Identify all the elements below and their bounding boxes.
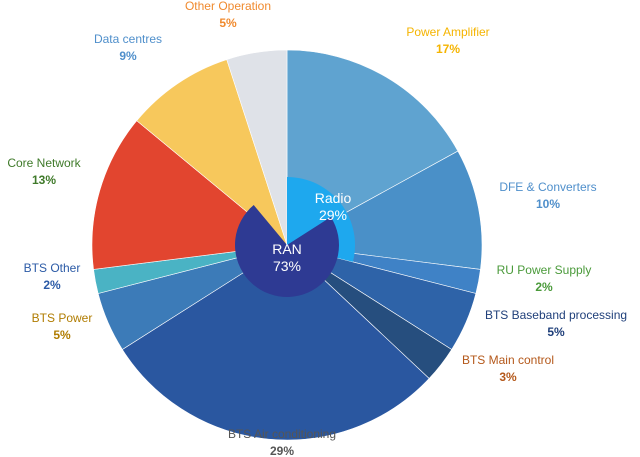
slice-value-text: 5%	[219, 16, 237, 30]
slice-value-text: 2%	[43, 278, 61, 292]
slice-label-text: Power Amplifier	[406, 25, 489, 39]
slice-label-text: BTS Baseband processing	[485, 308, 627, 322]
slice-value-text: 29%	[270, 444, 294, 457]
ring-label-ran-title: RAN	[272, 241, 302, 257]
slice-label-text: BTS Main control	[462, 353, 554, 367]
slice-value-text: 5%	[547, 325, 565, 339]
slice-value-text: 3%	[499, 370, 517, 384]
inner-rings	[235, 177, 355, 298]
slice-label-text: DFE & Converters	[499, 180, 596, 194]
label-ru-power-supply: RU Power Supply 2%	[497, 263, 592, 294]
label-data-centres: Data centres 9%	[94, 32, 162, 63]
ring-labels: Radio 29% RAN 73%	[272, 190, 351, 274]
ring-label-radio: Radio 29%	[315, 190, 352, 223]
slice-other-operation	[226, 49, 288, 246]
slice-value-text: 5%	[53, 328, 71, 342]
slice-label-text: Core Network	[7, 156, 81, 170]
label-power-amplifier: Power Amplifier 17%	[406, 25, 489, 56]
label-dfe-converters: DFE & Converters 10%	[499, 180, 596, 211]
ring-label-radio-value: 29%	[319, 207, 347, 223]
label-core-network: Core Network 13%	[7, 156, 81, 187]
slice-data-centres	[136, 59, 288, 246]
ring-label-ran-value: 73%	[273, 258, 301, 274]
slice-value-text: 9%	[119, 49, 137, 63]
label-bts-air-conditioning: BTS Air conditioning 29%	[228, 427, 336, 457]
slice-label-text: Other Operation	[185, 0, 271, 13]
slice-label-text: BTS Air conditioning	[228, 427, 336, 441]
label-bts-power: BTS Power 5%	[32, 311, 93, 342]
label-bts-main-control: BTS Main control 3%	[462, 353, 554, 384]
slice-value-text: 17%	[436, 42, 460, 56]
slice-label-text: Data centres	[94, 32, 162, 46]
label-bts-baseband-processing: BTS Baseband processing 5%	[485, 308, 627, 339]
ring-label-ran: RAN 73%	[272, 241, 302, 274]
ring-label-radio-title: Radio	[315, 190, 352, 206]
slice-value-text: 10%	[536, 197, 560, 211]
slice-label-text: BTS Power	[32, 311, 93, 325]
slice-labels: Power Amplifier 17% DFE & Converters 10% RU …	[7, 0, 627, 457]
slice-bts-air-conditioning	[121, 244, 430, 441]
label-bts-other: BTS Other 2%	[24, 261, 81, 292]
slice-value-text: 13%	[32, 173, 56, 187]
slice-label-text: BTS Other	[24, 261, 81, 275]
slice-value-text: 2%	[535, 280, 553, 294]
ring-ran	[235, 205, 339, 298]
label-other-operation: Other Operation 5%	[185, 0, 271, 30]
slice-label-text: RU Power Supply	[497, 263, 592, 277]
